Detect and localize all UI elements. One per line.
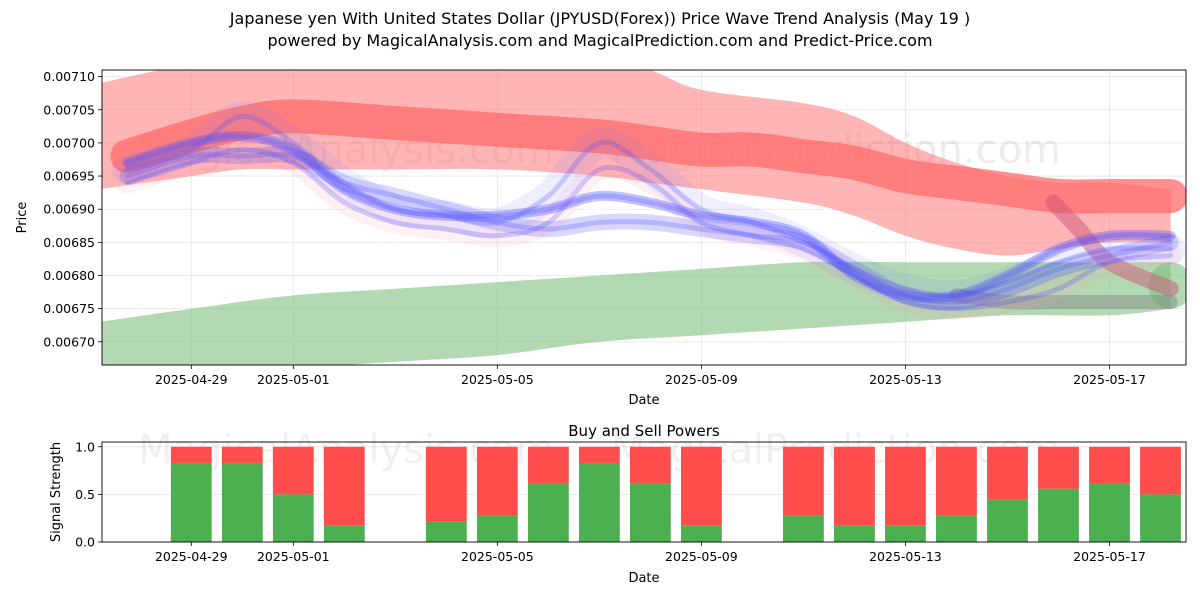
main-x-tick-label: 2025-05-09: [665, 372, 738, 387]
wave-line-4: [122, 131, 1176, 303]
wave-core-2: [125, 147, 1174, 312]
main-price-chart: MagicalAnalysis.com MagicalPrediction.co…: [15, 69, 1187, 408]
wave-core-3: [125, 151, 1174, 305]
bottom-y-tick-label: 0.0: [75, 535, 95, 550]
wave-line-1: [112, 101, 1186, 311]
buy-bar: [1038, 488, 1079, 542]
sell-bar: [527, 446, 569, 484]
bottom-x-tick-label: 2025-04-29: [155, 549, 228, 564]
buy-bar: [885, 525, 926, 542]
chart-subtitle: powered by MagicalAnalysis.com and Magic…: [267, 31, 933, 50]
bottom-y-axis-ticks: 0.0 0.5 1.0: [75, 439, 102, 550]
buy-bar: [783, 515, 824, 542]
bottom-y-tick-label: 1.0: [75, 439, 95, 454]
bottom-y-tick-label: 0.5: [75, 487, 95, 502]
main-x-tick-label: 2025-05-05: [461, 372, 534, 387]
main-y-tick-label: 0.00670: [43, 334, 95, 349]
main-plot-frame: [101, 69, 1187, 366]
sell-bar: [987, 446, 1028, 500]
wave-line-2: [116, 138, 1182, 320]
sell-bar: [834, 446, 875, 526]
sell-bar: [1089, 446, 1130, 484]
sell-bar: [170, 446, 212, 463]
main-y-tick-label: 0.00675: [43, 301, 95, 316]
bottom-x-tick-label: 2025-05-17: [1073, 549, 1146, 564]
buy-bar: [527, 483, 569, 542]
sell-bar: [680, 446, 722, 526]
main-x-axis-label: Date: [628, 393, 659, 408]
buy-bar: [680, 525, 722, 542]
buy-bar: [834, 525, 875, 542]
main-x-tick-label: 2025-05-13: [869, 372, 942, 387]
main-y-tick-label: 0.00690: [43, 202, 95, 217]
bottom-x-tick-label: 2025-05-13: [869, 549, 942, 564]
sell-bar: [629, 446, 671, 484]
main-y-axis-ticks: 0.00670 0.00675 0.00680 0.00685 0.00690 0.006…: [43, 69, 102, 349]
red-trend-core: [110, 99, 1186, 214]
sell-bar: [221, 446, 263, 463]
chart-title: Japanese yen With United States Dollar (…: [229, 9, 971, 28]
sell-bar: [425, 446, 467, 522]
main-y-tick-label: 0.00705: [43, 102, 95, 117]
green-trend-band: [102, 261, 1171, 365]
buy-bar: [170, 462, 212, 542]
wave-core-4: [125, 133, 1174, 301]
main-y-tick-label: 0.00710: [43, 69, 95, 84]
sell-bar: [783, 446, 824, 516]
bottom-x-axis-ticks: 2025-04-29 2025-05-01 2025-05-05 2025-05-09…: [155, 542, 1146, 564]
buy-bar: [1089, 483, 1130, 542]
buy-bar: [629, 483, 671, 542]
buy-bar: [936, 515, 977, 542]
sell-bar: [578, 446, 620, 463]
buy-bar: [425, 521, 467, 542]
sell-bar: [323, 446, 365, 526]
buy-sell-bars: [170, 446, 1181, 542]
buy-sell-powers-chart: MagicalAnalysis.com MagicalPrediction.co…: [49, 422, 1187, 586]
bottom-chart-title: Buy and Sell Powers: [568, 422, 720, 440]
sell-bar: [1140, 446, 1181, 495]
bottom-x-tick-label: 2025-05-01: [257, 549, 330, 564]
main-y-tick-label: 0.00685: [43, 235, 95, 250]
bottom-x-tick-label: 2025-05-09: [665, 549, 738, 564]
sell-bar: [272, 446, 314, 495]
main-x-tick-label: 2025-05-17: [1073, 372, 1146, 387]
bottom-plot-frame: [101, 441, 1187, 543]
red-tail-segment: [1045, 194, 1179, 297]
wave-core-1: [125, 113, 1174, 299]
buy-bar: [987, 499, 1028, 542]
sell-bar: [885, 446, 926, 526]
main-y-tick-label: 0.00695: [43, 169, 95, 184]
main-x-tick-label: 2025-04-29: [155, 372, 228, 387]
bottom-x-tick-label: 2025-05-05: [461, 549, 534, 564]
bottom-x-axis-label: Date: [628, 571, 659, 586]
sell-bar: [1038, 446, 1079, 489]
sell-bar: [476, 446, 518, 516]
buy-bar: [272, 494, 314, 542]
main-y-tick-label: 0.00680: [43, 268, 95, 283]
buy-bar: [221, 462, 263, 542]
main-y-axis-label: Price: [15, 202, 30, 234]
buy-bar: [323, 525, 365, 542]
grey-tail-segment: [949, 288, 1178, 310]
bottom-y-axis-label: Signal Strength: [49, 442, 64, 542]
main-y-tick-label: 0.00700: [43, 135, 95, 150]
main-series-layer: [102, 70, 1186, 365]
buy-bar: [476, 515, 518, 542]
sell-bar: [936, 446, 977, 516]
buy-bar: [578, 462, 620, 542]
wave-line-3: [119, 146, 1179, 311]
main-x-axis-ticks: 2025-04-29 2025-05-01 2025-05-05 2025-05-09…: [155, 365, 1146, 387]
buy-bar: [1140, 494, 1181, 542]
main-x-tick-label: 2025-05-01: [257, 372, 330, 387]
